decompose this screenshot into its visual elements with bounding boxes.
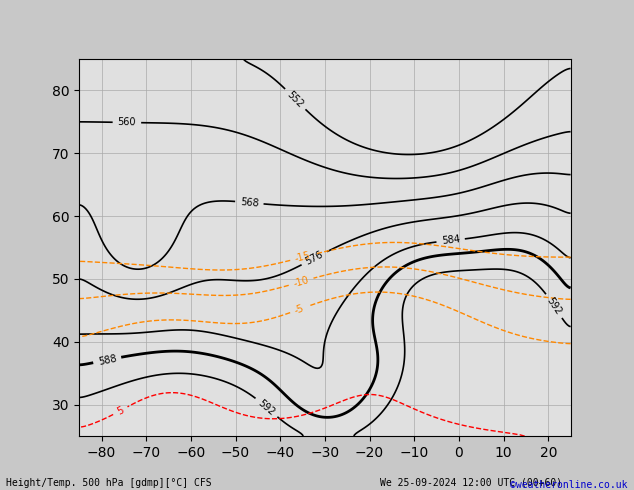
Text: 588: 588 [97,353,117,367]
Text: -10: -10 [292,275,310,289]
Text: ©weatheronline.co.uk: ©weatheronline.co.uk [510,480,628,490]
Text: 592: 592 [545,295,564,317]
Text: 568: 568 [240,197,259,208]
Text: We 25-09-2024 12:00 UTC (00+60): We 25-09-2024 12:00 UTC (00+60) [380,478,562,488]
Text: -5: -5 [293,303,306,316]
Text: 584: 584 [441,234,460,246]
Text: 560: 560 [117,117,136,127]
Text: 552: 552 [285,89,306,109]
Text: 576: 576 [304,249,325,267]
Text: 5: 5 [115,405,126,416]
Text: -15: -15 [294,250,312,264]
Text: 592: 592 [256,397,277,417]
Text: Height/Temp. 500 hPa [gdmp][°C] CFS: Height/Temp. 500 hPa [gdmp][°C] CFS [6,478,212,488]
